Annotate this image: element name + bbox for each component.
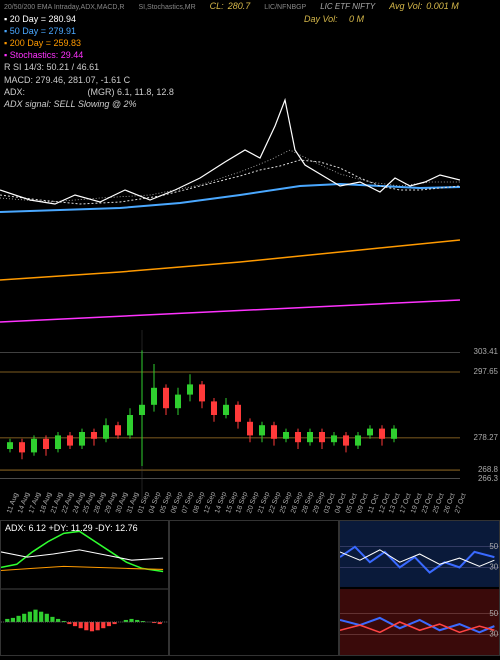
macd: MACD: 279.46, 281.07, -1.61 C [4, 74, 130, 86]
title-sub-left2: SI,Stochastics,MR [138, 3, 195, 12]
title-sub-left: 20/50/200 EMA Intraday,ADX,MACD,R [4, 3, 124, 12]
close-value: 280.7 [228, 0, 251, 12]
day-vol-value: 0 M [349, 13, 364, 25]
rsi: R SI 14/3: 50.21 / 46.61 [4, 61, 99, 73]
stoch: ▪ Stochastics: 29.44 [4, 49, 83, 61]
indicator-block: 20/50/200 EMA Intraday,ADX,MACD,R SI,Sto… [4, 0, 459, 110]
panel-intraday: Intra Day Trading Price & MR SI [169, 520, 338, 656]
svg-text:30: 30 [489, 562, 498, 571]
day-vol-label: Day Vol: [304, 13, 338, 25]
panel-stoch-rsi: Stochastics & R SI 50 30 50 30 [339, 520, 500, 656]
adx-signal: ADX signal: SELL Slowing @ 2% [4, 98, 137, 110]
candle-chart [0, 330, 460, 500]
adx-readout: ADX: 6.12 +DY: 11.29 -DY: 12.76 [5, 523, 138, 533]
close-label: CL: [210, 0, 224, 12]
svg-text:50: 50 [489, 542, 498, 551]
avg-vol-label: Avg Vol: [389, 0, 422, 12]
sym-right: LIC ETF NIFTY [320, 2, 375, 13]
adx: ADX: (MGR) 6.1, 11.8, 12.8 [4, 86, 174, 98]
ma20: ▪ 20 Day = 280.94 [4, 13, 76, 25]
sym-sub: LIC/NFNBGP [264, 3, 306, 12]
ma50: ▪ 50 Day = 279.91 [4, 25, 76, 37]
date-axis: 11 Aug14 Aug17 Aug18 Aug21 Aug22 Aug24 A… [0, 498, 460, 520]
avg-vol-value: 0.001 M [426, 0, 459, 12]
svg-text:50: 50 [489, 609, 498, 618]
svg-text:30: 30 [489, 629, 498, 638]
ma200: ▪ 200 Day = 259.83 [4, 37, 81, 49]
panel-adx-macd: ADX & MACD ADX: 6.12 +DY: 11.29 -DY: 12.… [0, 520, 169, 656]
